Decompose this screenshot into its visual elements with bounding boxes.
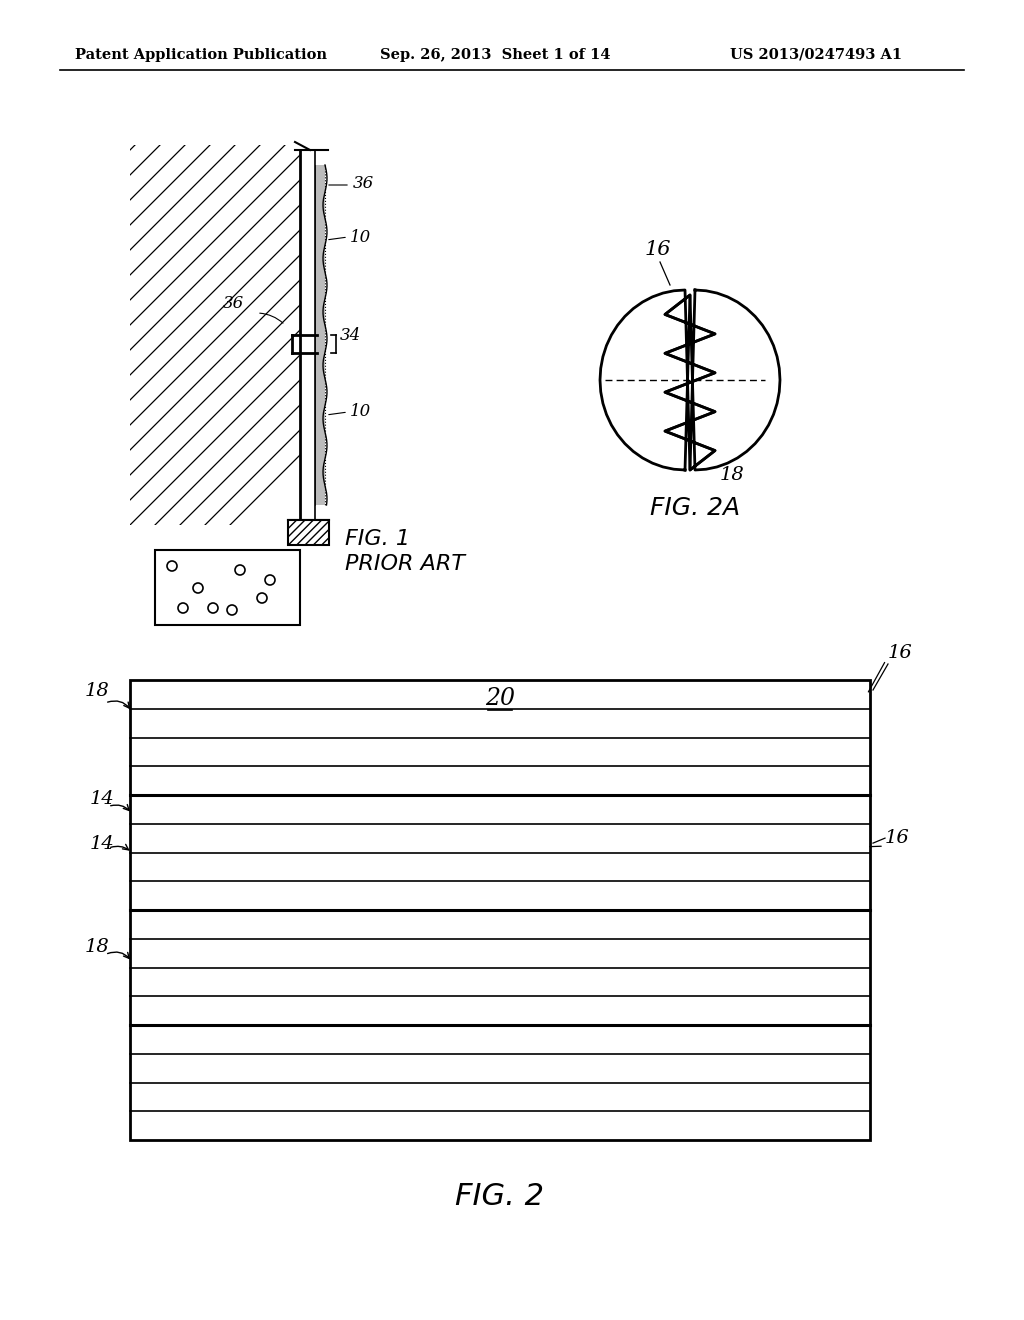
Text: Sep. 26, 2013  Sheet 1 of 14: Sep. 26, 2013 Sheet 1 of 14 xyxy=(380,48,610,62)
Text: 36: 36 xyxy=(223,294,245,312)
Text: US 2013/0247493 A1: US 2013/0247493 A1 xyxy=(730,48,902,62)
Bar xyxy=(155,550,300,624)
Text: 14: 14 xyxy=(90,834,115,853)
Text: 14: 14 xyxy=(90,791,115,808)
Text: Patent Application Publication: Patent Application Publication xyxy=(75,48,327,62)
Bar xyxy=(288,520,329,545)
Text: FIG. 1: FIG. 1 xyxy=(345,529,410,549)
Text: 36: 36 xyxy=(353,174,374,191)
Bar xyxy=(130,680,870,1140)
Text: FIG. 2: FIG. 2 xyxy=(455,1181,544,1210)
Bar xyxy=(315,165,325,506)
Text: 16: 16 xyxy=(645,240,672,259)
Text: FIG. 2A: FIG. 2A xyxy=(650,496,740,520)
Text: 10: 10 xyxy=(350,404,372,421)
Text: 16: 16 xyxy=(888,644,912,663)
Text: 34: 34 xyxy=(340,327,361,345)
Text: 20: 20 xyxy=(485,688,515,710)
Text: 18: 18 xyxy=(720,466,744,484)
Text: 10: 10 xyxy=(350,228,372,246)
Text: 16: 16 xyxy=(885,829,909,847)
Text: 18: 18 xyxy=(85,682,110,701)
Text: 18: 18 xyxy=(85,939,110,957)
Text: PRIOR ART: PRIOR ART xyxy=(345,554,465,574)
